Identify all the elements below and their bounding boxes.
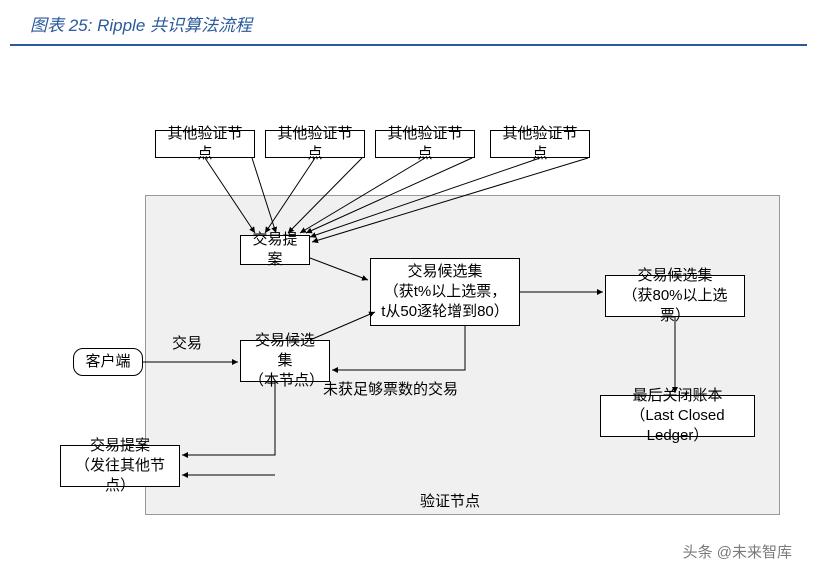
node-line: （获80%以上选票） — [614, 286, 736, 327]
node-line: 交易提案 — [90, 436, 150, 456]
node-validator-4: 其他验证节点 — [490, 130, 590, 158]
node-line: 交易候选集 — [407, 262, 482, 282]
node-line: （发往其他节点） — [69, 456, 171, 497]
node-line: 最后关闭账本 — [632, 386, 722, 406]
node-candidate-t: 交易候选集 （获t%以上选票， t从50逐轮增到80） — [370, 258, 520, 326]
node-line: （获t%以上选票， — [384, 282, 507, 302]
node-text: 客户端 — [85, 352, 130, 372]
figure-title: 图表 25: Ripple 共识算法流程 — [30, 11, 787, 36]
node-text: 交易提案 — [249, 230, 301, 271]
diagram-area: 验证节点 其他验证节点 其他验证节点 其他验证节点 其他验证节点 交易提案 交易… — [0, 50, 817, 530]
node-text: 其他验证节点 — [499, 124, 581, 165]
edge-label-noteenough: 未获足够票数的交易 — [323, 378, 458, 399]
node-text: 其他验证节点 — [384, 124, 466, 165]
node-outgoing-proposal: 交易提案 （发往其他节点） — [60, 445, 180, 487]
node-text: 其他验证节点 — [164, 124, 246, 165]
container-label: 验证节点 — [420, 490, 480, 511]
node-line: 交易候选集 — [637, 266, 712, 286]
node-text: 其他验证节点 — [274, 124, 356, 165]
footer-credit: 头条 @未来智库 — [683, 541, 792, 562]
edge-label-tx: 交易 — [172, 332, 202, 353]
node-candidate-80: 交易候选集 （获80%以上选票） — [605, 275, 745, 317]
node-line: （Last Closed Ledger） — [609, 406, 746, 447]
node-validator-3: 其他验证节点 — [375, 130, 475, 158]
node-line: 交易候选集 — [249, 331, 321, 372]
node-line: t从50逐轮增到80） — [381, 302, 509, 322]
node-validator-1: 其他验证节点 — [155, 130, 255, 158]
node-line: （本节点） — [249, 371, 321, 391]
title-bar: 图表 25: Ripple 共识算法流程 — [10, 5, 807, 46]
node-validator-2: 其他验证节点 — [265, 130, 365, 158]
node-client: 客户端 — [73, 348, 143, 376]
node-proposal: 交易提案 — [240, 235, 310, 265]
node-ledger: 最后关闭账本 （Last Closed Ledger） — [600, 395, 755, 437]
node-candidate-local: 交易候选集 （本节点） — [240, 340, 330, 382]
